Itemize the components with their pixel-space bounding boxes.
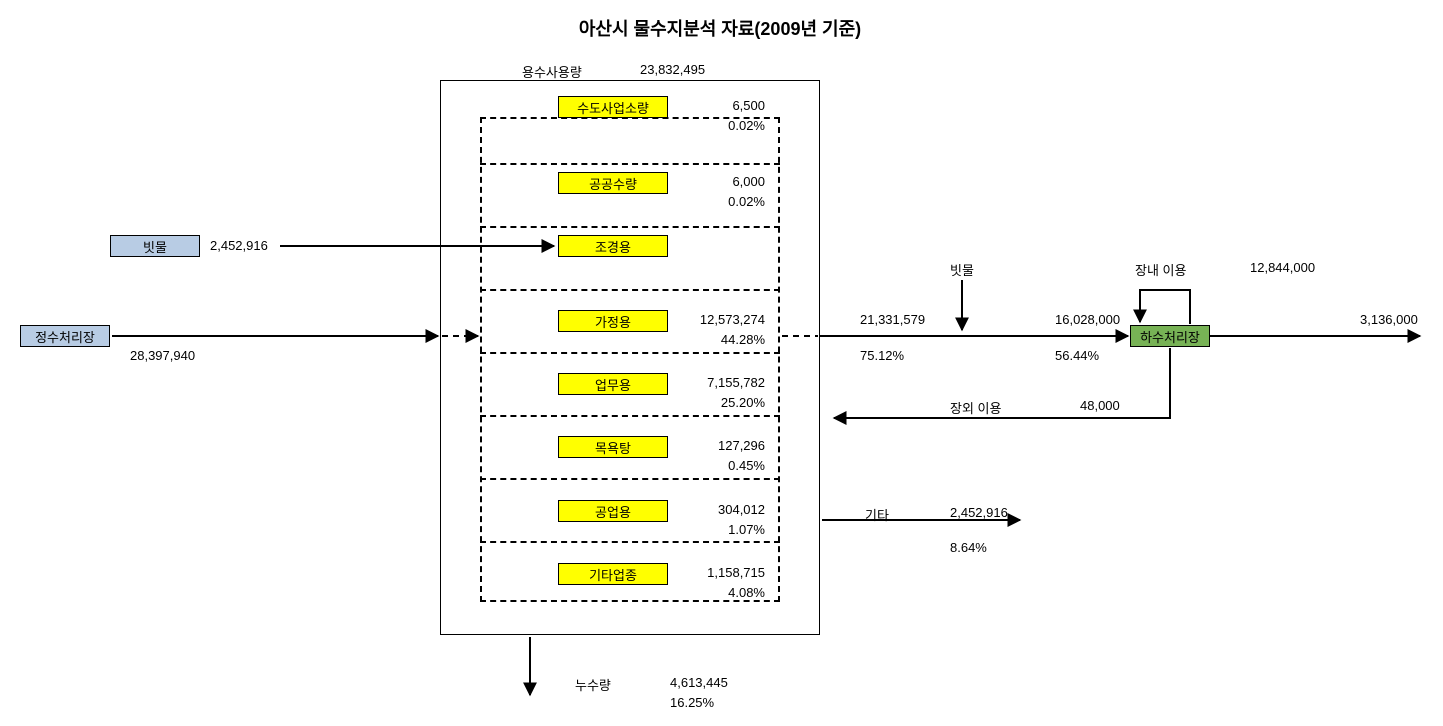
category-value-4: 7,155,782 (690, 375, 765, 390)
rain-box: 빗물 (110, 235, 200, 257)
out1-value: 21,331,579 (860, 312, 925, 327)
usage-value: 23,832,495 (640, 62, 705, 77)
category-pct-6: 1.07% (690, 522, 765, 537)
category-pct-0: 0.02% (690, 118, 765, 133)
category-box-7: 기타업종 (558, 563, 668, 585)
category-box-0: 수도사업소량 (558, 96, 668, 118)
category-value-1: 6,000 (690, 174, 765, 189)
other-pct: 8.64% (950, 540, 987, 555)
category-value-3: 12,573,274 (690, 312, 765, 327)
purification-box: 정수처리장 (20, 325, 110, 347)
category-pct-3: 44.28% (690, 332, 765, 347)
leakage-pct: 16.25% (670, 695, 714, 710)
category-pct-1: 0.02% (690, 194, 765, 209)
divider (480, 163, 780, 165)
to-treatment-value: 16,028,000 (1055, 312, 1120, 327)
divider (480, 541, 780, 543)
rain-in-label: 빗물 (950, 260, 974, 279)
outplant-label: 장외 이용 (950, 398, 1001, 417)
page-title: 아산시 물수지분석 자료(2009년 기준) (490, 15, 950, 41)
leakage-value: 4,613,445 (670, 675, 728, 690)
inplant-value: 12,844,000 (1250, 260, 1315, 275)
treatment-box: 하수처리장 (1130, 325, 1210, 347)
category-box-2: 조경용 (558, 235, 668, 257)
inplant-label: 장내 이용 (1135, 260, 1186, 279)
category-pct-4: 25.20% (690, 395, 765, 410)
divider (480, 226, 780, 228)
category-value-7: 1,158,715 (690, 565, 765, 580)
purification-value: 28,397,940 (130, 348, 195, 363)
discharge-value: 3,136,000 (1360, 312, 1418, 327)
category-box-5: 목욕탕 (558, 436, 668, 458)
category-box-6: 공업용 (558, 500, 668, 522)
other-label: 기타 (865, 505, 889, 524)
out1-pct: 75.12% (860, 348, 904, 363)
leakage-label: 누수량 (575, 675, 611, 694)
category-pct-5: 0.45% (690, 458, 765, 473)
divider (480, 478, 780, 480)
category-box-1: 공공수량 (558, 172, 668, 194)
category-value-6: 304,012 (690, 502, 765, 517)
category-value-5: 127,296 (690, 438, 765, 453)
divider (480, 289, 780, 291)
category-value-0: 6,500 (690, 98, 765, 113)
to-treatment-pct: 56.44% (1055, 348, 1099, 363)
outplant-value: 48,000 (1080, 398, 1120, 413)
divider (480, 352, 780, 354)
category-box-3: 가정용 (558, 310, 668, 332)
other-value: 2,452,916 (950, 505, 1008, 520)
category-box-4: 업무용 (558, 373, 668, 395)
usage-label: 용수사용량 (522, 62, 582, 81)
divider (480, 415, 780, 417)
category-pct-7: 4.08% (690, 585, 765, 600)
rain-value: 2,452,916 (210, 238, 268, 253)
